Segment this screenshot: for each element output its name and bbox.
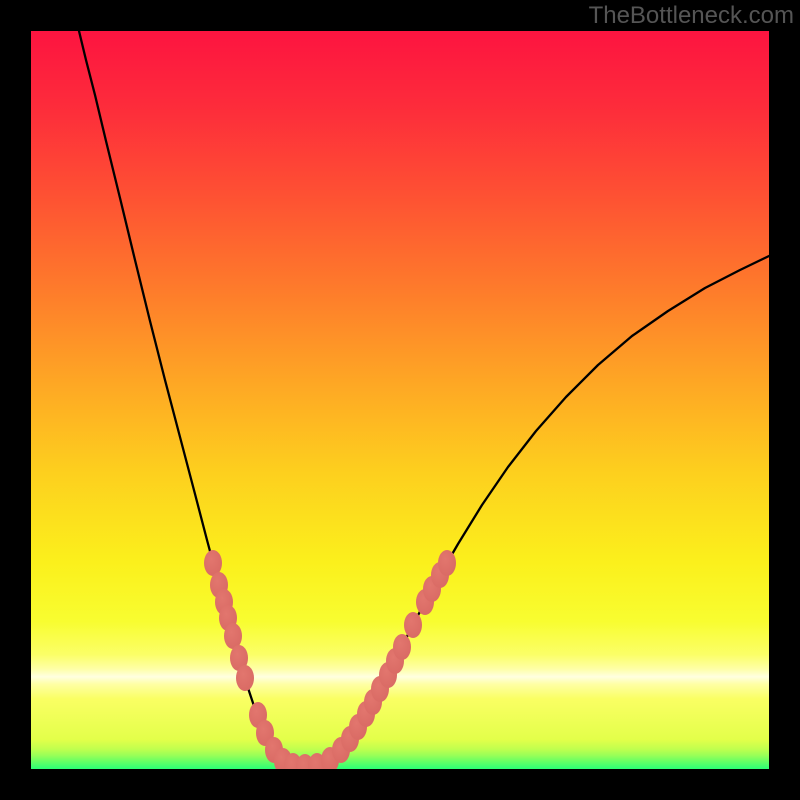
chart-stage: TheBottleneck.com: [0, 0, 800, 800]
watermark-text: TheBottleneck.com: [589, 2, 794, 30]
chart-svg: [0, 0, 800, 800]
curve-marker: [393, 634, 411, 660]
curve-marker: [404, 612, 422, 638]
curve-marker: [236, 665, 254, 691]
curve-marker: [438, 550, 456, 576]
